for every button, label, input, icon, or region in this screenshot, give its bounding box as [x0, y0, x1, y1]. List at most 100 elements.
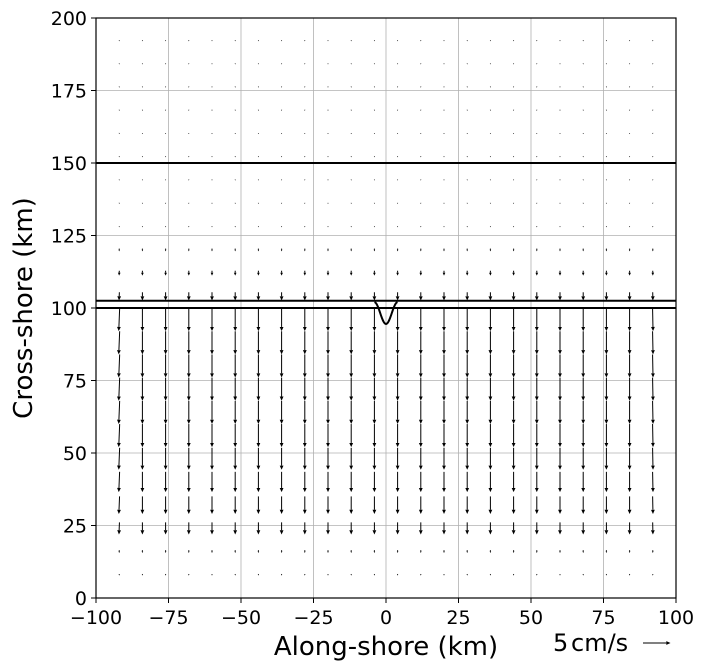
- vector-arrow: [256, 400, 261, 424]
- vector-arrow: [466, 63, 468, 65]
- vector-arrow: [604, 424, 609, 448]
- vector-arrow: [257, 40, 259, 42]
- vector-arrow: [210, 354, 214, 378]
- vector-arrow: [442, 377, 446, 401]
- vector-arrow: [605, 179, 607, 181]
- vector-arrow: [281, 156, 283, 158]
- vector-arrow: [629, 63, 631, 65]
- x-tick-label: −50: [221, 607, 261, 629]
- vector-arrow: [302, 377, 307, 401]
- vector-arrow: [395, 471, 400, 493]
- vector-arrow: [302, 447, 307, 470]
- vector-arrow: [604, 522, 609, 535]
- vector-arrow: [627, 471, 632, 493]
- vector-arrow: [140, 400, 145, 424]
- vector-arrow: [188, 179, 190, 181]
- vector-arrow: [651, 354, 655, 378]
- vector-arrow: [511, 471, 516, 493]
- vector-arrow: [256, 292, 261, 301]
- vector-arrow: [581, 522, 586, 535]
- vector-arrow: [165, 132, 167, 135]
- y-tick-label: 0: [75, 588, 87, 610]
- vector-arrow: [279, 496, 284, 514]
- vector-arrow: [489, 40, 491, 42]
- vector-arrow: [141, 573, 143, 576]
- vector-arrow: [257, 63, 259, 65]
- vector-arrow: [372, 400, 377, 424]
- vector-arrow: [186, 447, 191, 470]
- vector-arrow: [558, 377, 562, 401]
- vector-arrow: [164, 248, 167, 252]
- vector-arrow: [304, 109, 306, 111]
- vector-arrow: [536, 179, 538, 181]
- vector-arrow: [140, 331, 145, 355]
- vector-arrow: [281, 132, 283, 135]
- vector-arrow: [140, 424, 145, 448]
- vector-arrow: [372, 377, 377, 401]
- vector-arrow: [234, 86, 236, 88]
- vector-arrow: [605, 86, 607, 88]
- vector-arrow: [604, 331, 609, 355]
- vector-arrow: [627, 447, 632, 470]
- vector-arrow: [581, 424, 586, 448]
- vector-arrow: [558, 400, 562, 424]
- vector-arrow: [372, 354, 377, 378]
- vector-arrow: [443, 132, 445, 135]
- vector-arrow: [628, 248, 631, 252]
- vector-arrow: [373, 132, 375, 135]
- vector-arrow: [511, 292, 516, 301]
- vector-arrow: [420, 573, 422, 576]
- vector-arrow: [466, 156, 468, 158]
- vector-arrow: [605, 248, 608, 252]
- vector-arrow: [582, 573, 584, 576]
- vector-arrow: [257, 86, 259, 88]
- vector-arrow: [350, 573, 352, 576]
- vector-arrow: [488, 377, 493, 401]
- vector-arrow: [188, 132, 190, 135]
- vector-arrow: [302, 354, 307, 378]
- vector-arrow: [350, 109, 352, 111]
- vector-arrow: [465, 354, 470, 378]
- vector-arrow: [233, 377, 238, 401]
- vector-arrow: [326, 522, 330, 535]
- vector-arrow: [627, 354, 632, 378]
- vector-arrow: [442, 471, 446, 493]
- vector-arrow: [558, 308, 562, 332]
- vector-arrow: [418, 292, 423, 301]
- vector-arrow: [211, 86, 213, 88]
- vector-arrow: [117, 471, 121, 493]
- vector-arrow: [536, 63, 538, 65]
- vector-arrow: [535, 270, 539, 276]
- vector-arrow: [418, 496, 423, 514]
- vector-arrow: [466, 86, 468, 88]
- vector-arrow: [605, 202, 607, 205]
- vector-arrow: [326, 447, 330, 470]
- vector-arrow: [397, 63, 399, 65]
- vector-arrow: [443, 573, 445, 576]
- vector-arrow: [442, 424, 446, 448]
- vector-arrow: [418, 400, 423, 424]
- vector-arrow: [536, 573, 538, 576]
- vector-arrow: [581, 292, 586, 301]
- vector-arrow: [604, 308, 609, 332]
- vector-arrow: [652, 202, 654, 205]
- vector-arrow: [210, 424, 214, 448]
- vector-arrow: [186, 522, 191, 535]
- vector-arrow: [395, 308, 400, 332]
- vector-arrow: [652, 109, 654, 111]
- vector-arrow: [326, 496, 330, 514]
- vector-arrow: [465, 292, 470, 301]
- vector-arrow: [395, 400, 400, 424]
- vector-arrow: [513, 573, 515, 576]
- y-axis-title: Cross-shore (km): [9, 197, 39, 419]
- vector-arrow: [582, 63, 584, 65]
- vector-arrow: [513, 63, 515, 65]
- vector-arrow: [350, 63, 352, 65]
- vector-arrow: [141, 63, 143, 65]
- vector-arrow: [443, 202, 445, 205]
- vector-arrow: [465, 447, 470, 470]
- vector-arrow: [117, 308, 121, 332]
- vector-arrow: [511, 522, 516, 535]
- vector-arrow: [582, 202, 584, 205]
- vector-arrow: [350, 226, 352, 228]
